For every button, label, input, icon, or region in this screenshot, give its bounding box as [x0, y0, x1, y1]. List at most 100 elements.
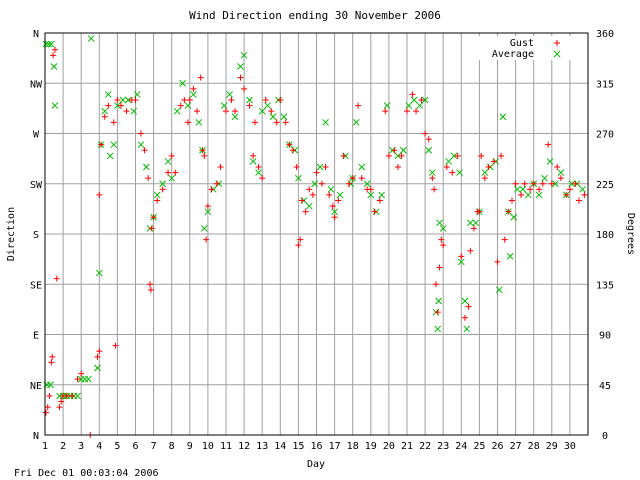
average-point: [95, 269, 103, 277]
average-point: [106, 152, 114, 160]
average-point: [190, 91, 197, 98]
x-tick-label: 5: [114, 441, 120, 452]
gust-point: [557, 175, 564, 182]
average-point: [327, 185, 335, 193]
average-point: [220, 102, 228, 109]
gust-point: [434, 309, 441, 316]
average-point: [153, 191, 161, 199]
gust-point: [461, 314, 468, 321]
average-point: [168, 174, 176, 182]
x-tick-label: 13: [256, 441, 268, 452]
average-point: [352, 118, 360, 126]
average-point: [237, 63, 244, 70]
gust-point: [145, 175, 152, 182]
gust-point: [539, 180, 546, 187]
average-point: [45, 40, 52, 48]
average-point: [416, 102, 424, 109]
gust-point: [123, 108, 130, 115]
average-point: [200, 225, 208, 232]
average-point: [47, 40, 55, 48]
average-point: [425, 146, 433, 154]
gust-point: [449, 169, 456, 176]
y-tick-label-left: NW: [30, 79, 43, 90]
gust-point: [49, 353, 56, 360]
gust-point: [295, 242, 302, 249]
gust-point: [46, 392, 53, 399]
gust-point: [78, 370, 85, 377]
gust-point: [259, 175, 266, 182]
x-tick-label: 4: [96, 441, 102, 452]
gust-point: [340, 152, 347, 159]
average-point: [383, 102, 391, 109]
average-point: [258, 107, 266, 115]
gust-point: [98, 141, 105, 148]
gust-point: [213, 180, 220, 187]
gust-point: [177, 102, 184, 109]
average-point: [450, 152, 458, 160]
average-point: [311, 180, 319, 188]
x-tick-label: 20: [383, 441, 395, 452]
gust-point: [186, 97, 193, 103]
gust-point: [181, 97, 188, 103]
y-axis-left: N NE E SE S SW W NW N: [30, 29, 43, 442]
y-tick-label-right: 180: [596, 230, 614, 241]
y-tick-label-right: 315: [596, 79, 614, 90]
gust-point: [63, 392, 70, 399]
gust-point: [329, 203, 336, 210]
y-tick-label-left: W: [33, 130, 40, 141]
gust-point: [190, 85, 197, 92]
gust-point: [232, 108, 239, 115]
gust-point: [413, 108, 420, 115]
gust-point: [521, 180, 528, 187]
y-tick-label-right: 45: [599, 381, 611, 392]
gust-point: [217, 164, 224, 170]
average-point: [552, 180, 559, 188]
average-point: [436, 219, 443, 227]
average-point: [114, 102, 121, 109]
y-tick-label-right: 135: [596, 280, 614, 291]
gust-point: [545, 141, 552, 148]
y-axis-label-left: Direction: [6, 207, 17, 261]
average-point: [394, 152, 402, 160]
average-point: [557, 169, 565, 176]
average-point: [461, 297, 469, 305]
gust-point: [355, 102, 362, 109]
gust-point: [150, 214, 157, 221]
x-tick-label: 7: [151, 441, 157, 452]
gust-point: [114, 97, 121, 103]
gust-point: [358, 175, 365, 182]
average-point: [463, 325, 471, 333]
legend-marker-average: [553, 50, 561, 58]
gust-point: [137, 130, 144, 137]
y-tick-label-left: NE: [30, 381, 42, 392]
gust-point: [490, 158, 497, 165]
gust-point: [132, 97, 139, 103]
gust-point: [394, 164, 401, 170]
average-point: [456, 169, 463, 176]
gust-point: [436, 264, 443, 271]
average-point: [137, 141, 145, 149]
gust-point: [168, 152, 175, 159]
gust-point: [199, 147, 206, 154]
gust-point: [273, 119, 280, 126]
average-point: [50, 63, 58, 70]
gust-point: [50, 52, 57, 59]
gust-point: [481, 175, 488, 182]
average-point: [499, 113, 507, 121]
y-tick-label-right: 270: [596, 130, 614, 141]
average-point: [110, 141, 118, 149]
legend-marker-gust: [554, 40, 560, 46]
gust-point: [376, 197, 383, 204]
average-point: [400, 146, 407, 154]
y-tick-label-left: S: [33, 230, 39, 241]
average-point: [541, 174, 548, 182]
gust-point: [255, 164, 262, 170]
gust-point: [431, 186, 438, 193]
gust-point: [299, 197, 306, 204]
average-point: [173, 107, 181, 115]
average-point: [164, 158, 172, 165]
gust-point: [404, 108, 410, 115]
gust-point: [554, 164, 561, 170]
gust-point: [105, 102, 112, 109]
gust-point: [262, 97, 269, 103]
